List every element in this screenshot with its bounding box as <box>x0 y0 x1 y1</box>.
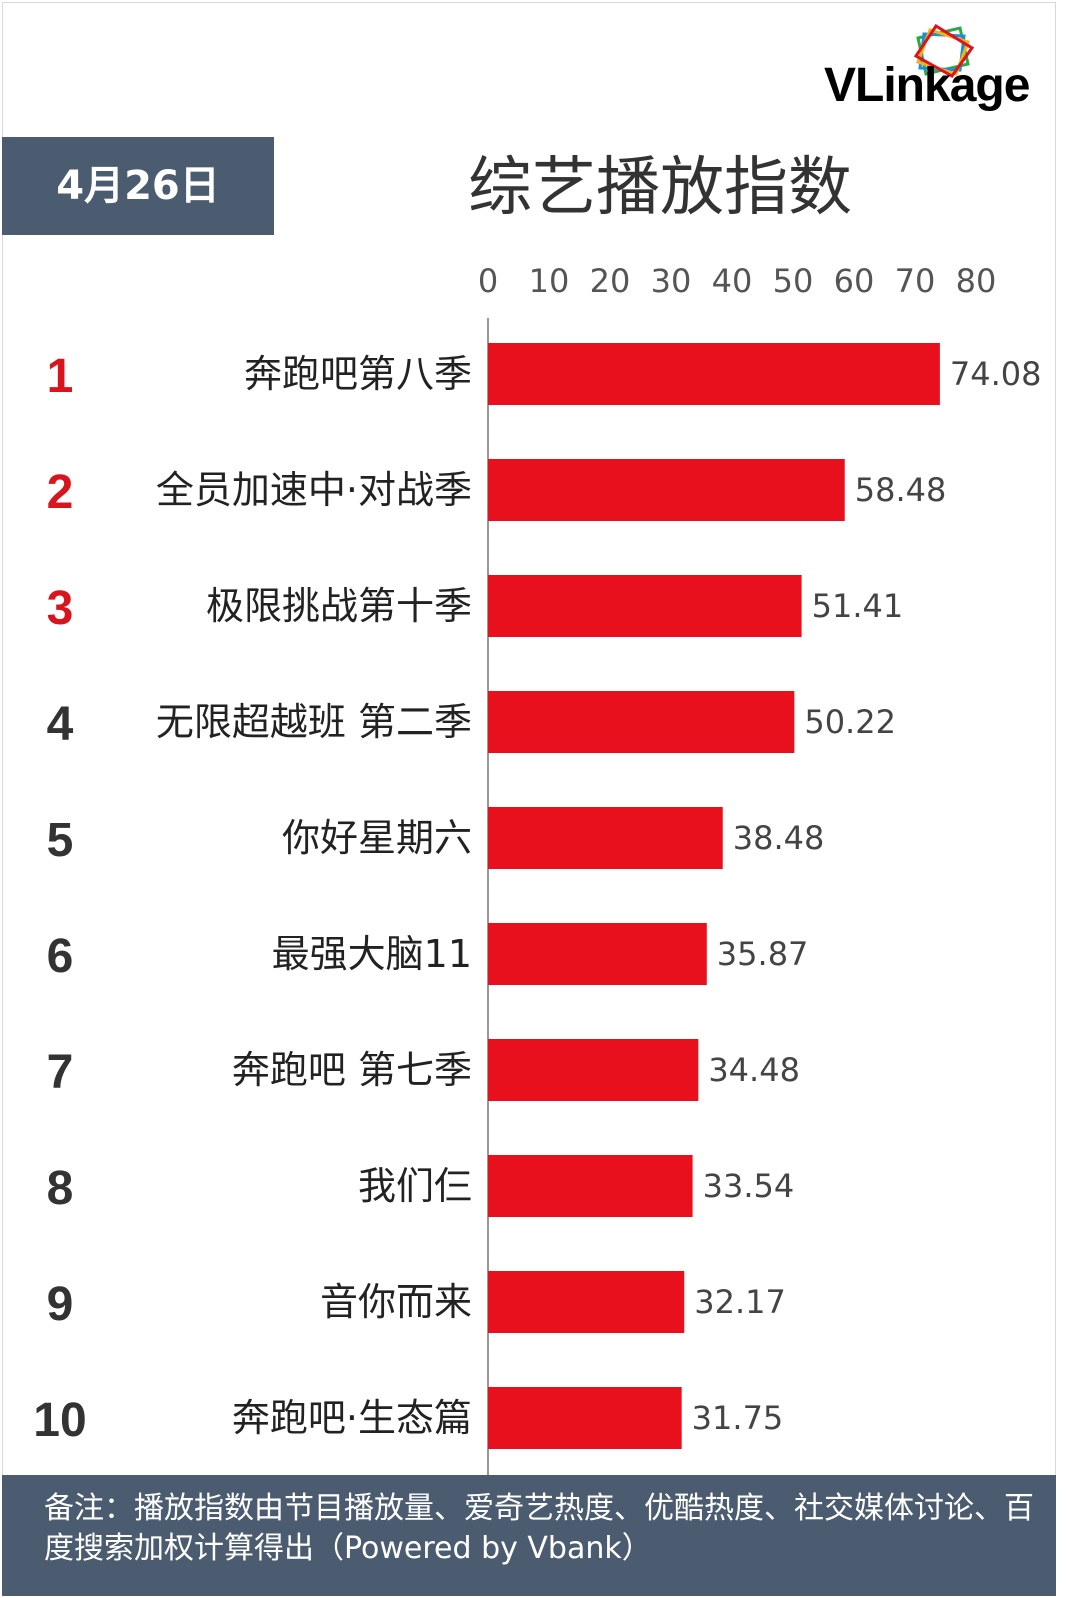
bar <box>488 343 940 405</box>
x-tick-label: 20 <box>590 262 631 300</box>
logo-cards-icon <box>913 23 975 78</box>
bar-value-label: 58.48 <box>855 471 947 509</box>
category-label: 奔跑吧·生态篇 <box>232 1396 472 1440</box>
x-tick-label: 50 <box>773 262 814 300</box>
bar <box>488 1155 693 1217</box>
x-tick-label: 0 <box>478 262 498 300</box>
date-badge: 4月26日 <box>2 137 274 235</box>
category-label: 极限挑战第十季 <box>206 584 472 628</box>
bar <box>488 807 723 869</box>
rank-number: 7 <box>47 1046 74 1099</box>
x-tick-label: 70 <box>895 262 936 300</box>
rank-number: 5 <box>47 814 74 867</box>
chart-title: 综艺播放指数 <box>468 151 852 225</box>
category-label: 奔跑吧 第七季 <box>232 1048 472 1092</box>
bar <box>488 923 707 985</box>
bar-value-label: 31.75 <box>692 1399 784 1437</box>
logo-text: VLinkage <box>824 59 1030 112</box>
rank-number: 3 <box>47 582 74 635</box>
rank-number: 8 <box>47 1162 74 1215</box>
bar-value-label: 38.48 <box>733 819 825 857</box>
bar-value-label: 74.08 <box>950 355 1042 393</box>
bar-value-label: 33.54 <box>703 1167 795 1205</box>
category-label: 无限超越班 第二季 <box>156 700 472 744</box>
bar <box>488 1271 685 1333</box>
bar <box>488 575 802 637</box>
rank-number: 9 <box>47 1278 74 1331</box>
bar <box>488 1039 699 1101</box>
vlinkage-logo: VLinkage <box>816 20 1066 120</box>
bar-value-label: 50.22 <box>804 703 896 741</box>
bar-value-label: 35.87 <box>717 935 809 973</box>
category-label: 我们仨 <box>358 1164 472 1208</box>
rank-number: 2 <box>47 466 74 519</box>
category-label: 你好星期六 <box>282 816 472 860</box>
bar-value-label: 32.17 <box>694 1283 786 1321</box>
category-label: 最强大脑11 <box>272 932 472 976</box>
x-tick-label: 30 <box>651 262 692 300</box>
rank-number: 4 <box>47 698 74 751</box>
category-label: 全员加速中·对战季 <box>156 468 472 512</box>
x-tick-label: 40 <box>712 262 753 300</box>
rank-number: 10 <box>33 1394 86 1447</box>
category-label: 奔跑吧第八季 <box>244 352 472 396</box>
x-tick-label: 10 <box>529 262 570 300</box>
bar <box>488 459 845 521</box>
x-tick-label: 80 <box>956 262 997 300</box>
footer-note: 备注：播放指数由节目播放量、爱奇艺热度、优酷热度、社交媒体讨论、百度搜索加权计算… <box>2 1475 1056 1596</box>
bar-value-label: 51.41 <box>812 587 904 625</box>
bar <box>488 691 795 753</box>
bar-value-label: 34.48 <box>708 1051 800 1089</box>
category-label: 音你而来 <box>320 1280 472 1324</box>
rank-number: 1 <box>47 350 74 403</box>
x-tick-label: 60 <box>834 262 875 300</box>
bar <box>488 1387 682 1449</box>
rank-number: 6 <box>47 930 74 983</box>
footer-note-text: 备注：播放指数由节目播放量、爱奇艺热度、优酷热度、社交媒体讨论、百度搜索加权计算… <box>44 1491 1034 1566</box>
